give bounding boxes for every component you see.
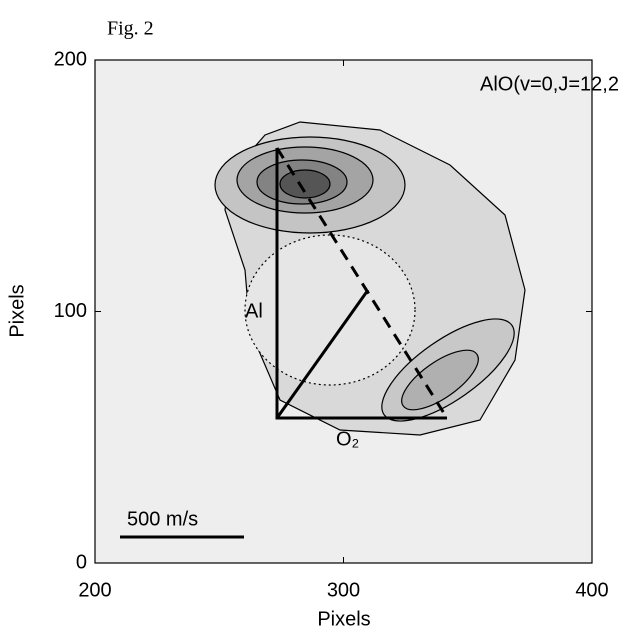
chart-title: Fig. 2 [107,18,154,40]
vector-label: O₂ [336,428,359,450]
scale-label: 500 m/s [127,508,198,530]
x-axis-label: Pixels [317,608,370,630]
vector-label: Al [245,300,263,322]
x-tick-label: 200 [78,579,111,601]
y-axis-label: Pixels [6,284,28,337]
y-tick-label: 100 [54,300,87,322]
y-tick-label: 0 [76,551,87,573]
contour-image [214,121,526,436]
annotation: AlO(v=0,J=12,27) [480,73,618,95]
x-tick-label: 400 [575,579,608,601]
velocity-diagram [120,147,449,539]
y-tick-label: 200 [54,48,87,70]
x-tick-label: 300 [327,579,360,601]
